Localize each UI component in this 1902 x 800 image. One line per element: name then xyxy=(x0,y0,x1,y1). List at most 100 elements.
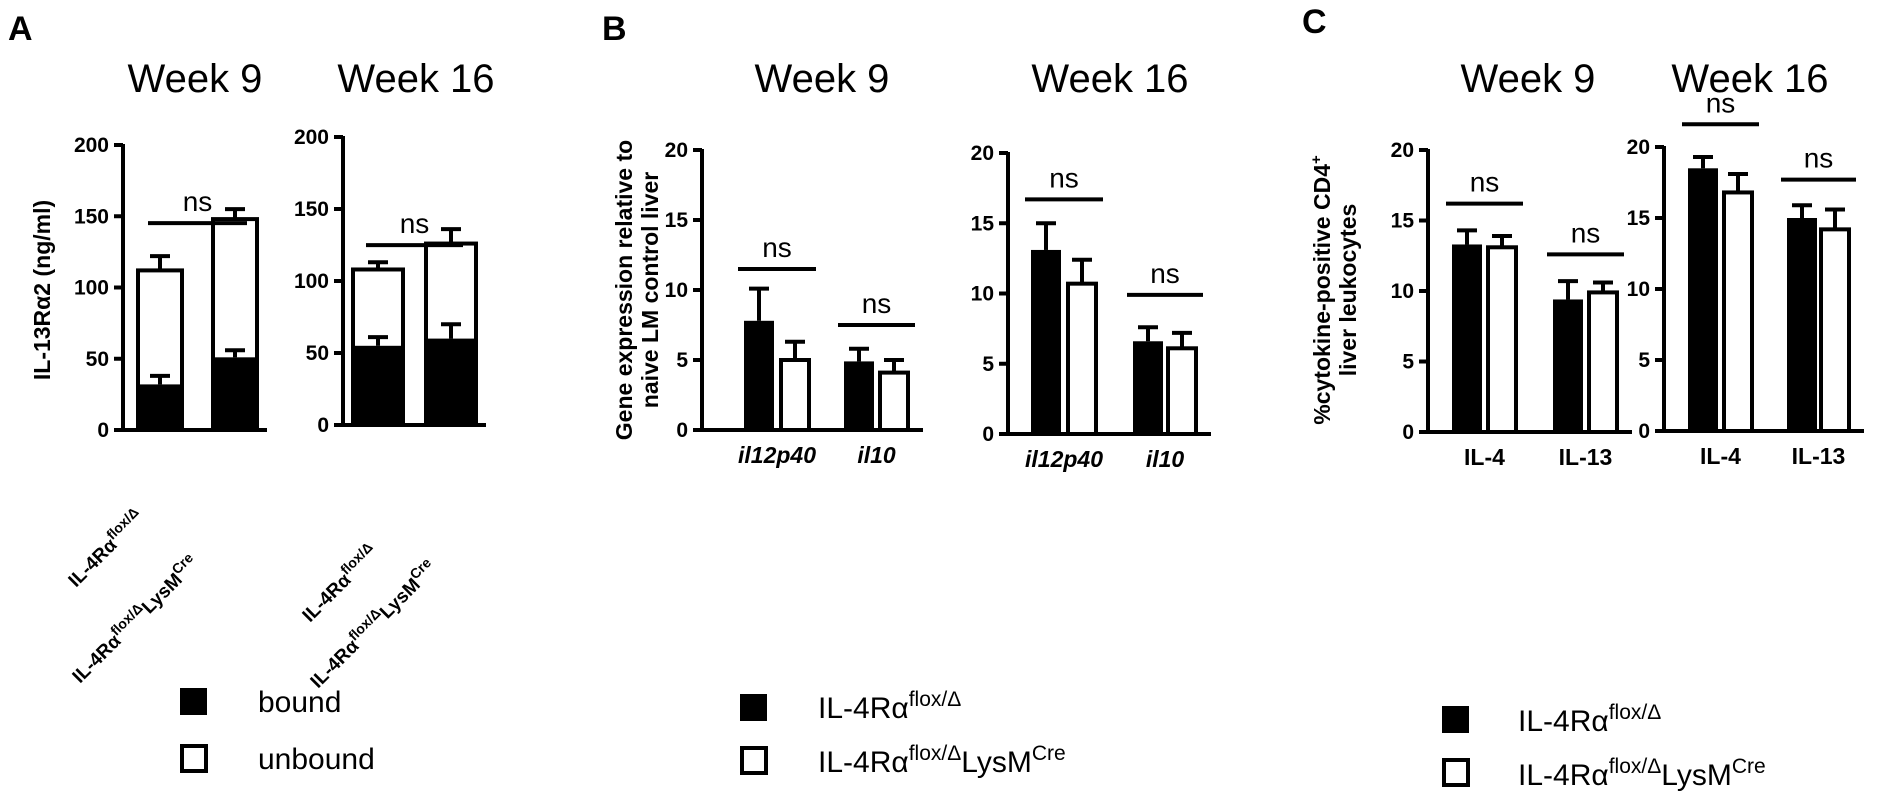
bar-series-2 xyxy=(779,358,811,432)
panel-b-ylabel-line2: naive LM control liver xyxy=(637,172,663,408)
legend-b-swatch-ctrl xyxy=(740,694,767,721)
chart-5: Week 9 0 5 10 15 20 IL-4 ns IL-13 ns xyxy=(1391,57,1632,470)
y-tick-label: 200 xyxy=(294,126,329,149)
chart-1: Week 9 0 50 100 150 200 ns xyxy=(74,57,267,442)
category-label: il10 xyxy=(1146,446,1185,472)
category-label: il12p40 xyxy=(1025,446,1103,472)
y-tick-label: 0 xyxy=(1638,420,1650,443)
significance-label: ns xyxy=(1804,143,1834,174)
significance-label: ns xyxy=(862,288,892,319)
chart-title: Week 9 xyxy=(128,57,263,101)
category-label: il12p40 xyxy=(738,442,816,468)
y-tick-label: 15 xyxy=(665,209,689,232)
panel-a-w16-xlabel-cre: IL-4Rαflox/ΔLysMCre xyxy=(303,554,441,692)
legend-tail-sup: Cre xyxy=(1032,742,1066,765)
y-tick-label: 20 xyxy=(1391,139,1414,162)
chart-title: Week 9 xyxy=(1461,57,1596,101)
panel-letter-a: A xyxy=(8,10,33,48)
legend-a-label-bound: bound xyxy=(258,686,341,719)
panel-letter-c: C xyxy=(1302,3,1327,41)
bar-series-1 xyxy=(1553,299,1583,432)
legend-main: IL-4Rα xyxy=(818,746,909,779)
bar-series-1 xyxy=(1787,218,1817,431)
y-tick-label: 5 xyxy=(982,353,994,376)
chart-4: Week 16 0 5 10 15 20 il12p40 ns il10 ns xyxy=(971,57,1211,472)
y-tick-label: 50 xyxy=(306,342,329,365)
cre-main: IL-4Rα xyxy=(307,636,364,693)
category-label: IL-4 xyxy=(1700,443,1741,469)
bar-series-2 xyxy=(1819,227,1851,433)
category-label: IL-13 xyxy=(1559,444,1613,470)
panel-c-ylabel-line1: %cytokine-positive CD4+ xyxy=(1308,155,1335,425)
bar-series-1 xyxy=(1452,244,1482,432)
significance-label: ns xyxy=(1150,258,1180,289)
legend-c-swatch-ctrl xyxy=(1442,706,1469,733)
panel-c-ylabel-main: %cytokine-positive CD4 xyxy=(1309,164,1335,425)
y-tick-label: 20 xyxy=(665,139,688,162)
legend-b-label-ctrl: IL-4Rαflox/Δ xyxy=(818,688,961,725)
significance-label: ns xyxy=(400,208,430,239)
y-tick-label: 0 xyxy=(97,419,109,442)
y-tick-label: 10 xyxy=(971,283,994,306)
bar-series-2 xyxy=(878,370,910,433)
bar-series-2 xyxy=(1166,346,1198,437)
legend-tail: LysM xyxy=(1661,759,1732,792)
y-tick-label: 0 xyxy=(676,419,688,442)
legend-b-swatch-cre xyxy=(740,746,768,775)
cre-main: IL-4Rα xyxy=(69,631,126,688)
legend-main: IL-4Rα xyxy=(1518,705,1609,738)
category-label: IL-4 xyxy=(1464,444,1505,470)
chart-6: Week 16 0 5 10 15 20 IL-4 ns IL-13 ns xyxy=(1627,57,1864,469)
y-tick-label: 15 xyxy=(971,212,995,235)
legend-main: IL-4Rα xyxy=(818,692,909,725)
significance-label: ns xyxy=(762,232,792,263)
bar-series-2 xyxy=(1722,190,1754,433)
panel-letter-b: B xyxy=(602,10,627,48)
y-tick-label: 150 xyxy=(294,198,329,221)
category-label: IL-13 xyxy=(1792,443,1846,469)
chart-2: Week 16 0 50 100 150 200 ns xyxy=(294,57,495,437)
bar-series-1 xyxy=(1688,168,1718,432)
y-tick-label: 5 xyxy=(1402,351,1414,374)
panel-c-ylabel-sup: + xyxy=(1308,155,1325,164)
legend-sup: flox/Δ xyxy=(1609,701,1662,724)
y-tick-label: 0 xyxy=(317,414,329,437)
y-tick-label: 150 xyxy=(74,205,109,228)
y-tick-label: 5 xyxy=(1638,349,1650,372)
bar-bound xyxy=(138,384,182,430)
bar-bound xyxy=(353,345,403,425)
legend-b-label-cre: IL-4Rαflox/ΔLysMCre xyxy=(818,742,1066,779)
legend-tail-sup: Cre xyxy=(1732,755,1766,778)
bar-bound xyxy=(426,338,476,425)
y-tick-label: 100 xyxy=(294,270,329,293)
panel-a-ylabel: IL-13Rα2 (ng/ml) xyxy=(29,200,55,380)
y-tick-label: 10 xyxy=(1391,280,1414,303)
ctrl-main: IL-4Rα xyxy=(299,570,356,627)
y-tick-label: 100 xyxy=(74,277,109,300)
legend-sup: flox/Δ xyxy=(909,742,962,765)
significance-label: ns xyxy=(1706,87,1736,118)
significance-label: ns xyxy=(1470,167,1500,198)
panel-c-ylabel-line2: liver leukocytes xyxy=(1335,204,1361,377)
bar-series-2 xyxy=(1066,281,1098,437)
chart-title: Week 16 xyxy=(1671,57,1828,101)
category-label: il10 xyxy=(857,442,896,468)
significance-label: ns xyxy=(183,186,213,217)
significance-label: ns xyxy=(1571,217,1601,248)
ctrl-sup: flox/Δ xyxy=(337,539,376,578)
panel-a-w9-xlabel-ctrl: IL-4Rαflox/Δ xyxy=(61,504,149,592)
legend-sup: flox/Δ xyxy=(909,688,962,711)
legend-sup: flox/Δ xyxy=(1609,755,1662,778)
legend-c-swatch-cre xyxy=(1442,758,1470,787)
y-tick-label: 10 xyxy=(1627,278,1650,301)
legend-a-swatch-unbound xyxy=(180,744,208,773)
legend-tail: LysM xyxy=(961,746,1032,779)
legend-main: IL-4Rα xyxy=(1518,759,1609,792)
y-tick-label: 200 xyxy=(74,134,109,157)
panel-b-ylabel-line1: Gene expression relative to xyxy=(611,140,637,440)
bar-series-2 xyxy=(1587,290,1619,434)
y-tick-label: 5 xyxy=(676,349,688,372)
bar-series-1 xyxy=(844,361,874,430)
